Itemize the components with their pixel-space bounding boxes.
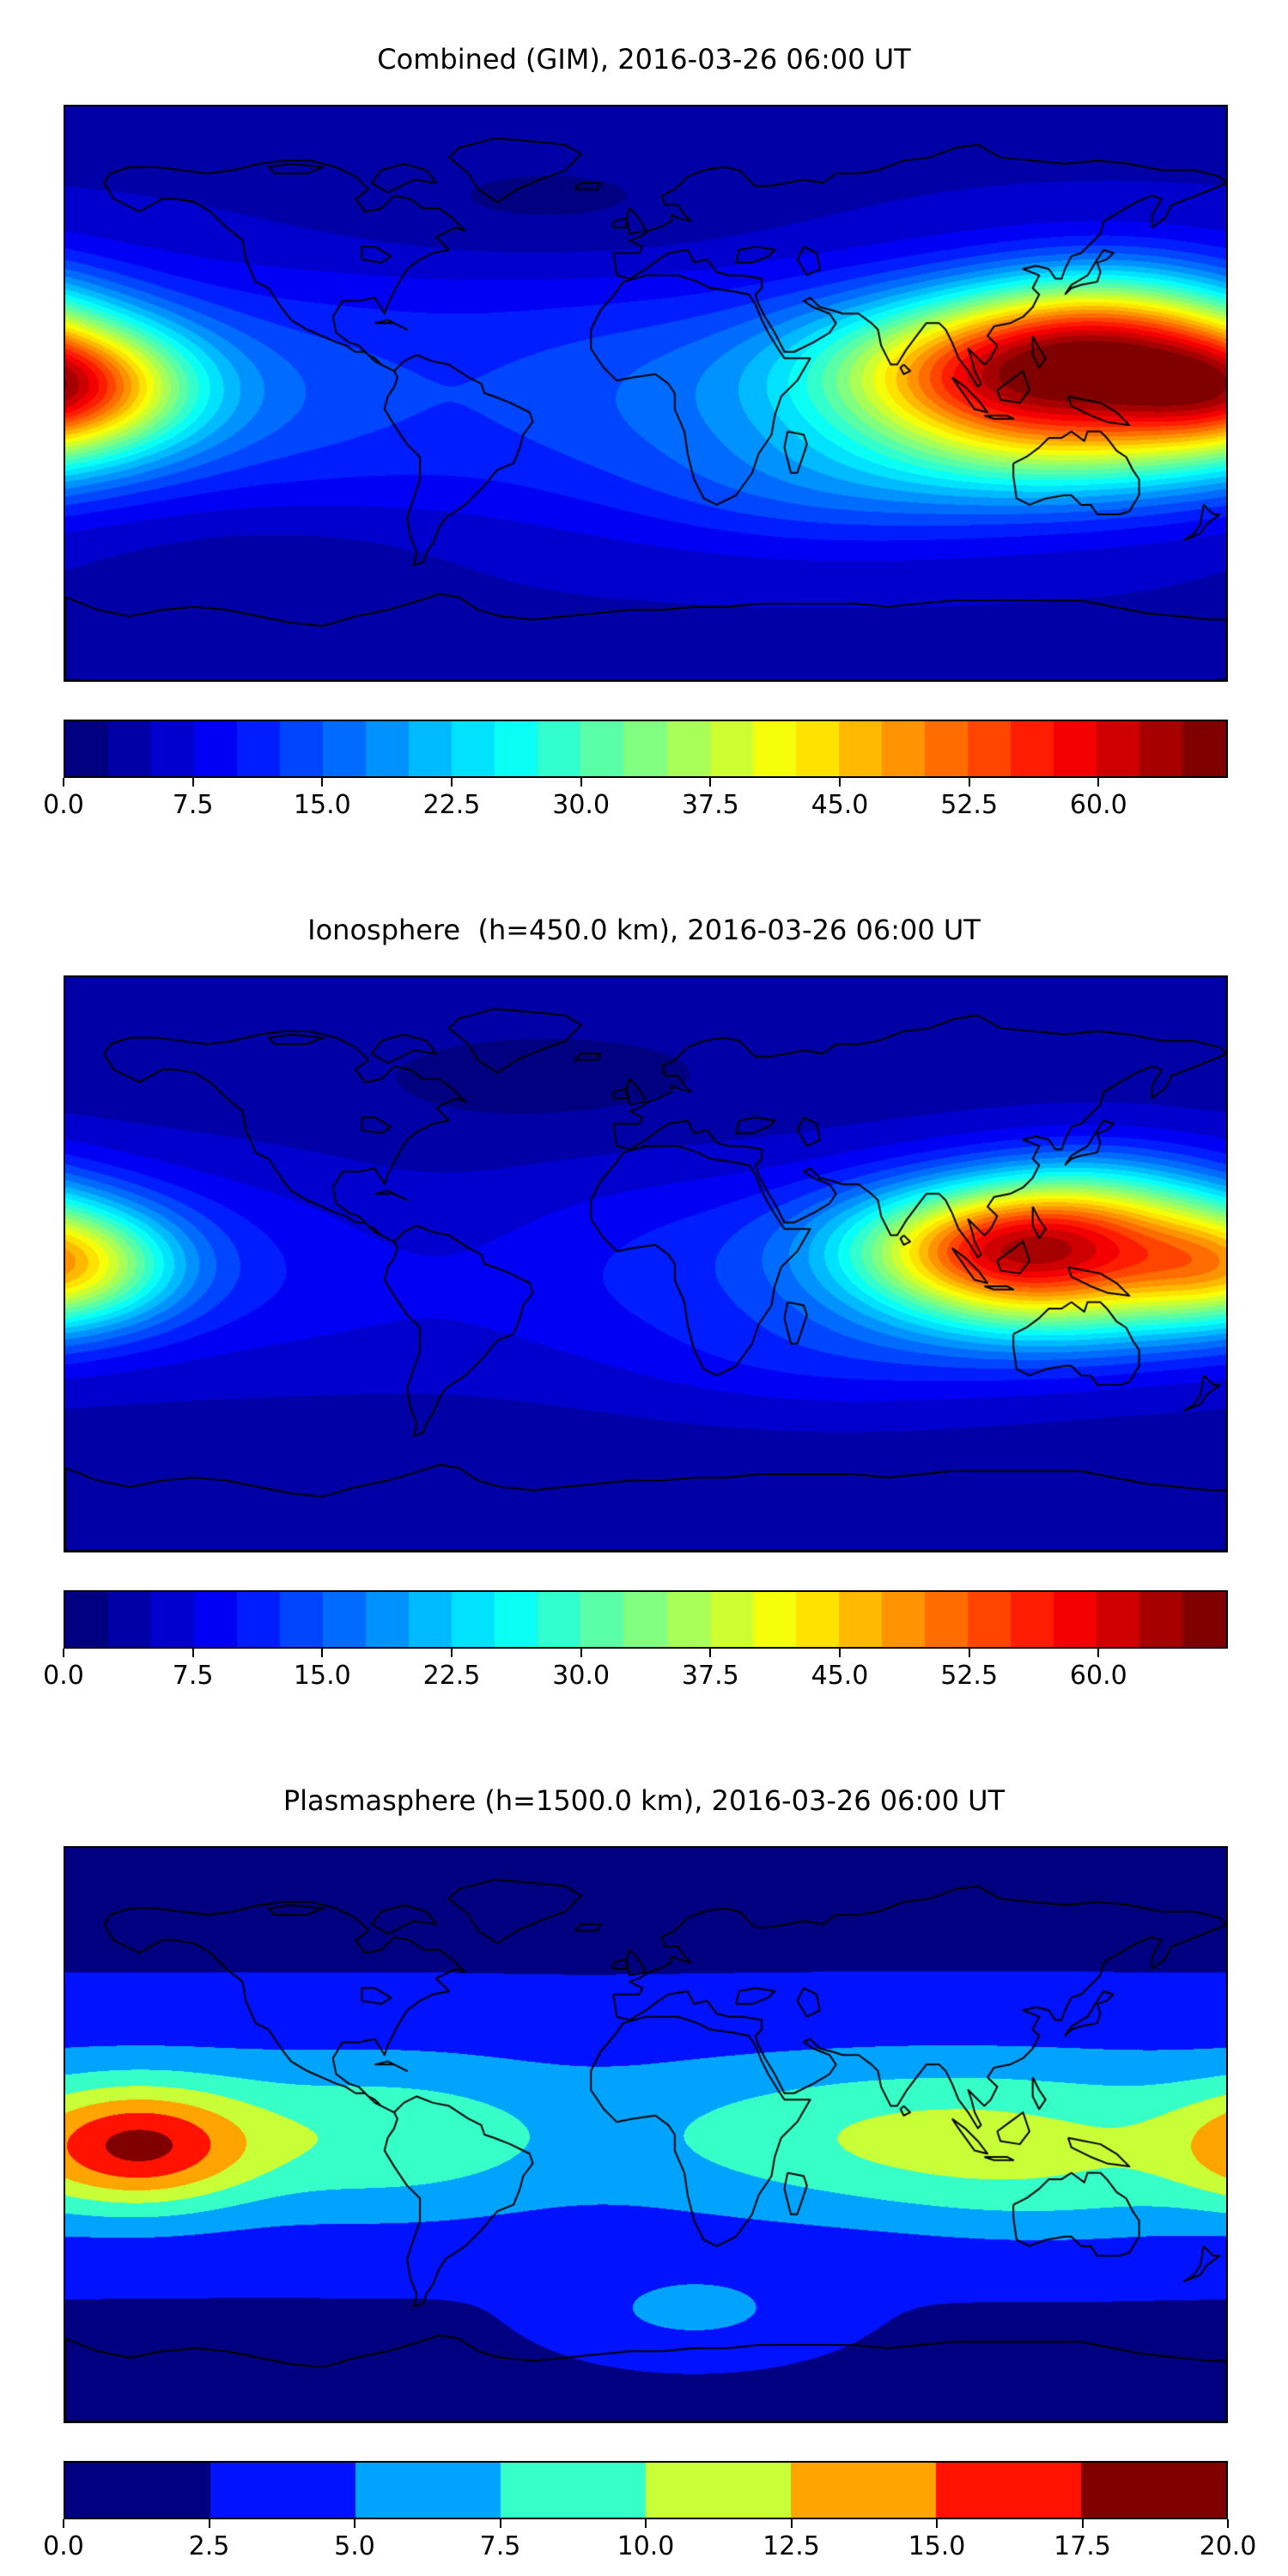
colorbar-tick	[191, 1649, 194, 1657]
colorbar-tick	[451, 778, 453, 787]
colorbar-tick-label: 45.0	[811, 790, 869, 820]
colorbar-tick-label: 2.5	[188, 2531, 230, 2561]
colorbar-tick-label: 15.0	[293, 790, 351, 820]
colorbar-tick	[1227, 2519, 1229, 2528]
colorbar-tick-label: 52.5	[940, 790, 999, 820]
colorbar-tick	[499, 2519, 501, 2528]
colorbar-tick	[936, 2519, 938, 2528]
colorbar-tick	[839, 1649, 841, 1657]
colorbar-plasmasphere: 0.0 2.5 5.0 7.5 10.0 12.5 15.0 17.5 20.0	[43, 2461, 1256, 2566]
colorbar-tick	[1097, 778, 1100, 787]
colorbar-tick-labels-combined: 0.0 7.5 15.0 22.5 30.0 37.5 45.0 52.5 60.0	[43, 790, 1228, 824]
colorbar-tick-label: 60.0	[1069, 790, 1127, 820]
chart-title-plasmasphere: Plasmasphere (h=1500.0 km), 2016-03-26 0…	[283, 1784, 1005, 1817]
panel-plasmasphere: Plasmasphere (h=1500.0 km), 2016-03-26 0…	[43, 1784, 1256, 2566]
colorbar-tick	[1097, 1649, 1100, 1657]
colorbar-tick	[321, 778, 324, 787]
colorbar-tick-label: 7.5	[172, 1661, 214, 1691]
colorbar-tick	[191, 778, 194, 787]
colorbar-tick-label: 17.5	[1054, 2531, 1111, 2561]
map-canvas-plasmasphere	[64, 1846, 1228, 2423]
colorbar-tick-label: 37.5	[681, 1661, 739, 1691]
colorbar-tick-label: 0.0	[43, 2531, 84, 2561]
colorbar-ionosphere: 0.0 7.5 15.0 22.5 30.0 37.5 45.0 52.5 60.0	[43, 1590, 1228, 1695]
colorbar-tick-label: 20.0	[1199, 2531, 1257, 2561]
colorbar-combined: 0.0 7.5 15.0 22.5 30.0 37.5 45.0 52.5 60.0	[43, 720, 1228, 824]
colorbar-tick	[63, 778, 64, 787]
colorbar-tick	[709, 778, 712, 787]
colorbar-tick	[790, 2519, 793, 2528]
colorbar-tick	[354, 2519, 355, 2528]
colorbar-tick-label: 15.0	[908, 2531, 966, 2561]
colorbar-ticks-plasmasphere	[63, 2519, 1229, 2530]
colorbar-tick	[580, 1649, 582, 1657]
colorbar-ticks-ionosphere	[63, 1649, 1228, 1659]
map-canvas-ionosphere	[64, 975, 1228, 1552]
colorbar-tick-label: 15.0	[293, 1661, 351, 1691]
panel-ionosphere: Ionosphere (h=450.0 km), 2016-03-26 06:0…	[43, 914, 1228, 1695]
chart-title-combined: Combined (GIM), 2016-03-26 06:00 UT	[377, 43, 911, 76]
colorbar-tick	[968, 1649, 970, 1657]
colorbar-tick	[580, 778, 582, 787]
colorbar-canvas-combined	[64, 720, 1228, 778]
colorbar-tick	[645, 2519, 647, 2528]
colorbar-tick-label: 22.5	[422, 790, 481, 820]
colorbar-tick-label: 30.0	[552, 790, 611, 820]
colorbar-tick	[451, 1649, 453, 1657]
colorbar-tick	[709, 1649, 712, 1657]
colorbar-tick-label: 45.0	[811, 1661, 869, 1691]
map-canvas-combined	[64, 105, 1228, 682]
colorbar-tick-label: 52.5	[940, 1661, 999, 1691]
colorbar-tick	[63, 1649, 64, 1657]
colorbar-tick-label: 22.5	[422, 1661, 481, 1691]
colorbar-ticks-combined	[63, 778, 1228, 788]
colorbar-tick-label: 0.0	[43, 790, 84, 820]
colorbar-tick-label: 30.0	[552, 1661, 611, 1691]
colorbar-tick-label: 10.0	[617, 2531, 675, 2561]
colorbar-tick	[1081, 2519, 1084, 2528]
colorbar-tick-label: 5.0	[334, 2531, 375, 2561]
colorbar-tick-label: 37.5	[681, 790, 739, 820]
colorbar-tick-labels-plasmasphere: 0.0 2.5 5.0 7.5 10.0 12.5 15.0 17.5 20.0	[43, 2531, 1256, 2566]
panel-combined-gim: Combined (GIM), 2016-03-26 06:00 UT 0.0 7…	[43, 43, 1228, 824]
colorbar-tick	[208, 2519, 210, 2528]
colorbar-tick-label: 12.5	[762, 2531, 820, 2561]
colorbar-tick-label: 0.0	[43, 1661, 84, 1691]
colorbar-tick-label: 7.5	[479, 2531, 521, 2561]
colorbar-tick-label: 60.0	[1069, 1661, 1127, 1691]
colorbar-canvas-ionosphere	[64, 1590, 1228, 1649]
colorbar-tick	[63, 2519, 64, 2528]
colorbar-tick	[839, 778, 841, 787]
colorbar-tick	[968, 778, 970, 787]
chart-title-ionosphere: Ionosphere (h=450.0 km), 2016-03-26 06:0…	[307, 914, 981, 946]
colorbar-tick-labels-ionosphere: 0.0 7.5 15.0 22.5 30.0 37.5 45.0 52.5 60.0	[43, 1661, 1228, 1695]
colorbar-tick	[321, 1649, 324, 1657]
colorbar-tick-label: 7.5	[172, 790, 214, 820]
colorbar-canvas-plasmasphere	[64, 2461, 1228, 2519]
